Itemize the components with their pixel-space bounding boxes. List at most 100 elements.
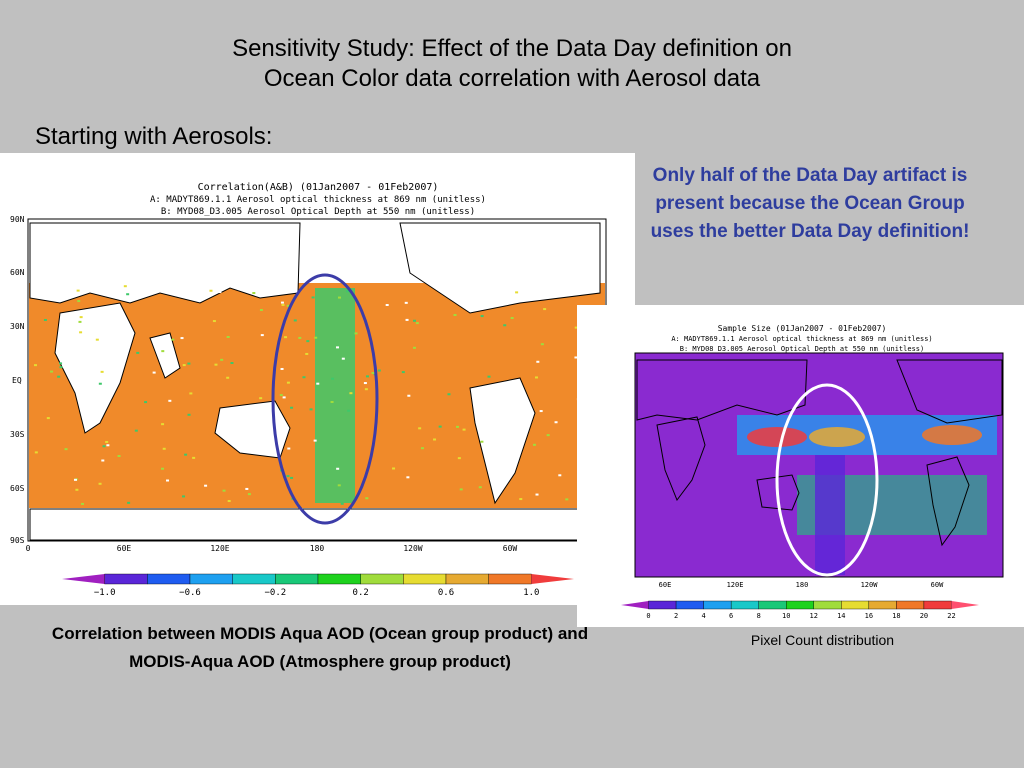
colorbar-label: 18 (892, 612, 900, 620)
speckle (313, 439, 317, 442)
sample-size-map-title: Sample Size (01Jan2007 - 01Feb2007) (718, 324, 887, 333)
speckle (46, 417, 50, 420)
colorbar-swatch (317, 573, 361, 585)
colorbar-swatch (951, 601, 979, 609)
speckle (245, 487, 249, 490)
speckle (510, 317, 514, 320)
speckle (515, 291, 519, 294)
colorbar-label: 8 (757, 612, 761, 620)
speckle (280, 301, 284, 304)
speckle (456, 425, 460, 428)
colorbar-swatch (730, 600, 759, 610)
speckle (105, 440, 109, 443)
speckle (162, 447, 166, 450)
speckle (290, 406, 294, 409)
speckle (574, 356, 578, 359)
speckle (415, 322, 419, 325)
speckle (309, 408, 313, 411)
correlation-map-header: Correlation(A&B) (01Jan2007 - 01Feb2007)… (150, 182, 486, 217)
speckle (365, 375, 369, 378)
speckle (284, 336, 288, 339)
speckle (438, 425, 442, 428)
speckle (252, 292, 256, 295)
speckle (418, 427, 422, 430)
speckle (293, 319, 297, 322)
colorbar-swatch (758, 600, 787, 610)
speckle (78, 320, 82, 323)
annotation-note: Only half of the Data Day artifact is pr… (650, 165, 970, 242)
speckle (98, 382, 102, 385)
colorbar-swatch (896, 600, 925, 610)
colorbar-swatch (841, 600, 870, 610)
speckle (377, 369, 381, 372)
speckle (337, 484, 341, 487)
speckle (80, 502, 84, 505)
speckle (259, 397, 263, 400)
speckle (302, 376, 306, 379)
speckle (280, 367, 284, 370)
continents-outline (29, 222, 606, 541)
speckle (287, 447, 291, 450)
speckle (546, 434, 550, 437)
speckle (306, 340, 310, 343)
speckle (286, 475, 290, 478)
speckle (371, 371, 375, 374)
speckle (212, 320, 216, 323)
speckle (478, 486, 482, 489)
colorbar-swatch (445, 573, 489, 585)
speckle (260, 334, 264, 337)
speckle (192, 456, 196, 459)
speckle (336, 467, 340, 470)
speckle (134, 429, 138, 432)
speckle (171, 338, 175, 341)
correlation-colorbar (62, 573, 574, 585)
sample-size-map-line-a: A: MADYT869.1.1 Aerosol optical thicknes… (671, 335, 932, 343)
speckle (462, 428, 466, 431)
speckle (536, 360, 540, 363)
colorbar-label: 1.0 (523, 588, 539, 598)
speckle (214, 363, 218, 366)
lat-label: 60N (10, 268, 25, 277)
speckle (543, 308, 547, 311)
speckle (286, 381, 290, 384)
colorbar-label: 10 (782, 612, 790, 620)
speckle (187, 362, 191, 365)
speckle (117, 455, 121, 458)
speckle (349, 392, 353, 395)
speckle (222, 489, 226, 492)
speckle (79, 331, 83, 334)
speckle (532, 443, 536, 446)
speckle (209, 289, 213, 292)
speckle (487, 375, 491, 378)
colorbar-swatch (621, 601, 649, 609)
speckle (268, 406, 272, 409)
speckle (363, 382, 367, 385)
speckle (168, 399, 172, 402)
speckle (189, 392, 193, 395)
speckle (161, 423, 165, 426)
speckle (554, 421, 558, 424)
speckle (59, 362, 63, 365)
lat-label: 90N (10, 215, 25, 224)
pixel-count-caption: Pixel Count distribution (750, 632, 895, 648)
speckle (316, 382, 320, 385)
speckle (230, 362, 234, 365)
colorbar-label: 6 (729, 612, 733, 620)
speckle (204, 484, 208, 487)
sample-size-map-line-b: B: MYD08_D3.005 Aerosol Optical Depth at… (680, 345, 924, 353)
correlation-map-title: Correlation(A&B) (01Jan2007 - 01Feb2007) (198, 182, 439, 193)
lat-label: 60S (10, 484, 25, 493)
colorbar-label: −0.6 (179, 588, 201, 598)
colorbar-swatch (923, 600, 952, 610)
colorbar-swatch (648, 600, 677, 610)
speckle (565, 498, 569, 501)
speckle (57, 375, 61, 378)
speckle (340, 502, 344, 505)
colorbar-label: 14 (837, 612, 845, 620)
colorbar-swatch (232, 573, 276, 585)
speckle (64, 448, 68, 451)
sample-size-colorbar-labels: 0 2 4 6 8 10 12 14 16 18 20 22 (646, 612, 955, 620)
lat-label: EQ (12, 376, 22, 385)
speckle (95, 338, 99, 341)
speckle (126, 293, 130, 296)
